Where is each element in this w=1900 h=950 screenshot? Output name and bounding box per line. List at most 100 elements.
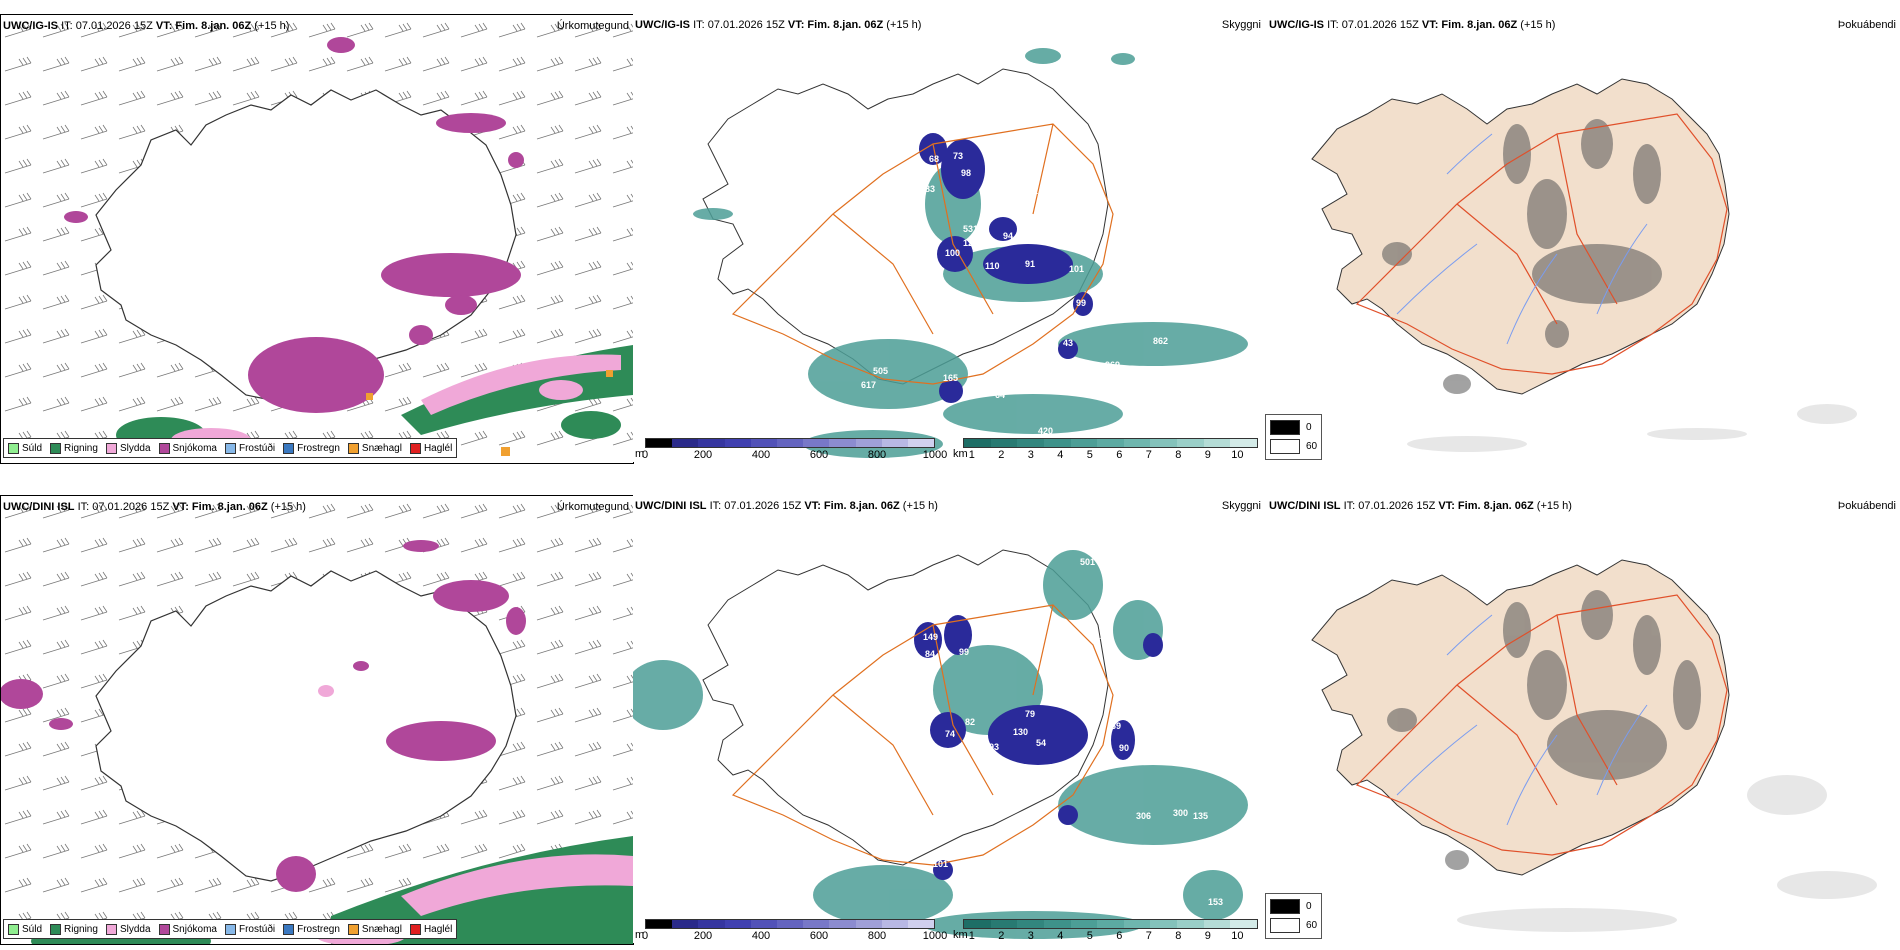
legend-label: Frostregn [297,442,340,454]
fog-legend-label: 60 [1306,920,1318,931]
ceiling-label: 101 [933,859,948,869]
fog-legend-label: 60 [1306,441,1318,452]
visibility-tick: 6 [1116,930,1123,942]
visibility-panel-bottom: 501 149 84 99 121 82 74 79 70 130 93 54 … [633,495,1265,943]
legend-swatch [224,442,236,454]
visibility-tick: 7 [1145,449,1152,461]
visibility-tick: 7 [1145,930,1152,942]
legend-swatch [8,923,19,935]
legend-swatch [283,923,295,935]
ceiling-label: 300 [1173,808,1188,818]
visibility-colorbar-fill [963,919,1258,929]
precip-type-panel-top: UWC/IG-IS IT: 07.01.2026 15Z VT: Fim. 8.… [0,14,634,464]
ceiling-labels: 68 73 83 98 72 70 531 94 12 100 110 91 1… [861,125,1233,436]
ceiling-tick: 800 [867,449,887,461]
precip-type-map [1,15,633,463]
ceiling-fields [914,615,1163,880]
precip-type-map [1,496,633,944]
visibility-tick: 3 [1027,449,1034,461]
ceiling-label: 38 [1133,899,1143,909]
legend-label: Frostúði [238,442,276,454]
model-name: UWC/DINI ISL [3,501,75,513]
iceland-land [1311,559,1730,876]
ceiling-label: 862 [1153,336,1168,346]
iceland-land [1311,78,1730,395]
valid-time: Fim. 8.jan. 06Z [1457,500,1534,512]
legend-label: Frostregn [297,923,340,935]
legend-label: Rigning [64,442,98,454]
issue-time: IT: 07.01.2026 15Z [693,19,785,31]
lead-time: (+15 h) [270,501,306,513]
fog-legend-top: 0 60 [1265,414,1323,460]
panel-type-label: Úrkomutegund [556,20,629,32]
ceiling-label: 98 [961,168,971,178]
offshore-fog [1407,404,1857,452]
road-network [731,604,1114,866]
ceiling-unit: m [635,448,645,460]
visibility-tick: 10 [1231,449,1244,461]
fog-rivers [1396,133,1648,345]
ceiling-label: 969 [1105,360,1120,370]
issue-time: IT: 07.01.2026 15Z [61,20,153,32]
legend-label: Snæhagl [361,442,402,454]
fog-roads [1355,594,1728,856]
legend-item: Slydda [105,923,151,935]
ceiling-label: 54 [1036,738,1046,748]
legend-item: Snæhagl [347,923,402,935]
legend-swatch [158,923,170,935]
legend-swatch [347,442,359,454]
issue-time: IT: 07.01.2026 15Z [709,500,802,512]
legend-item: Snjókoma [158,923,217,935]
ceiling-label: 420 [1038,426,1053,436]
ceiling-tick: 0 [641,930,649,942]
legend-swatch [347,923,359,935]
panel-title: UWC/IG-IS IT: 07.01.2026 15Z VT: Fim. 8.… [1269,19,1555,31]
visibility-tick: 6 [1116,449,1123,461]
ceiling-label: 100 [945,248,960,258]
ceiling-label: 149 [923,632,938,642]
visibility-tick: 4 [1057,930,1064,942]
issue-time: IT: 07.01.2026 15Z [1327,19,1419,31]
visibility-tick: 1 [968,930,975,942]
fog-shading [1382,119,1662,394]
fog-legend-item: 60 [1270,916,1317,935]
visibility-colorbar: 1 2 3 4 5 6 7 8 9 10 km [953,438,1258,462]
visibility-tick: 10 [1231,930,1244,942]
legend-item: Haglél [409,442,452,454]
legend-swatch [50,442,62,454]
fog-legend-item: 0 [1270,897,1317,916]
panel-type-label: Úrkomutegund [556,501,629,513]
panel-title: UWC/IG-IS IT: 07.01.2026 15Z VT: Fim. 8.… [635,19,921,31]
fog-legend-swatch [1270,918,1300,933]
ceiling-label: 99 [1076,298,1086,308]
visibility-tick: 2 [998,449,1005,461]
legend-swatch [224,923,236,935]
ceiling-label: 617 [861,380,876,390]
ceiling-label: 69 [1111,721,1121,731]
legend-swatch [50,923,62,935]
visibility-tick: 1 [968,449,975,461]
ceiling-colorbar-fill [645,438,935,448]
fog-legend-item: 60 [1270,437,1317,456]
valid-time: Fim. 8.jan. 06Z [191,501,268,513]
legend-item: Súld [8,923,42,935]
visibility-tick: 9 [1204,930,1211,942]
panel-type-label: Skyggni [1221,19,1261,31]
model-name: UWC/IG-IS [1269,19,1324,31]
ceiling-label: 83 [925,184,935,194]
precip-type-legend: Súld Rigning Slydda Snjókoma Frostúði Fr… [3,438,458,458]
valid-time-label: VT: [155,20,173,32]
fog-legend-swatch [1270,439,1300,454]
ceiling-label: 64 [995,390,1005,400]
legend-item: Snæhagl [347,442,402,454]
ceiling-tick: 1000 [922,449,948,461]
valid-time-label: VT: [787,19,805,31]
panel-type-label: Þokuábendi [1837,500,1896,512]
valid-time-label: VT: [804,500,821,512]
ceiling-label: 135 [1193,811,1208,821]
fog-legend-swatch [1270,420,1300,435]
road-network [731,123,1114,385]
model-name: UWC/DINI ISL [1269,500,1341,512]
ceiling-label: 84 [925,649,935,659]
iceland-outline [95,570,517,882]
